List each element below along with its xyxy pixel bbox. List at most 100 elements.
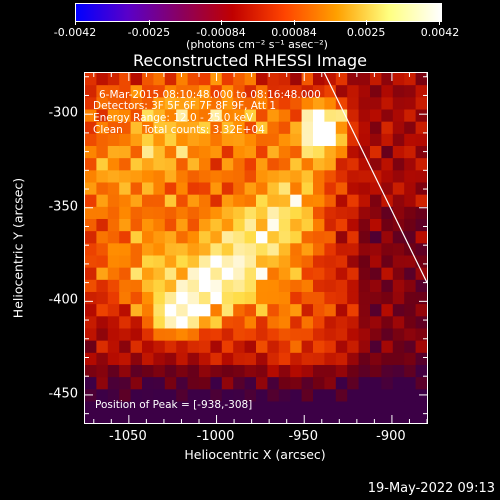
- heatmap-cell: [187, 401, 200, 415]
- heatmap-cell: [119, 194, 132, 208]
- heatmap-cell: [164, 340, 177, 354]
- heatmap-cell: [244, 352, 257, 366]
- heatmap-cell: [278, 352, 291, 366]
- heatmap-cell: [142, 352, 154, 366]
- heatmap-cell: [130, 267, 143, 281]
- heatmap-cell: [199, 413, 211, 423]
- heatmap-cell: [199, 158, 211, 171]
- heatmap-cell: [392, 73, 405, 86]
- heatmap-cell: [96, 182, 109, 196]
- heatmap-cell: [278, 218, 291, 232]
- heatmap-cell: [221, 267, 234, 281]
- heatmap-cell: [233, 133, 246, 147]
- heatmap-cell: [358, 97, 371, 111]
- heatmap-cell: [210, 85, 223, 98]
- heatmap-cell: [256, 109, 268, 123]
- heatmap-cell: [415, 145, 427, 159]
- heatmap-cell: [313, 121, 325, 135]
- heatmap-cell: [233, 182, 246, 196]
- heatmap-cell: [164, 121, 177, 135]
- heatmap-cell: [313, 401, 325, 415]
- x-tick-label: -900: [376, 429, 406, 444]
- heatmap-cell: [107, 133, 120, 147]
- heatmap-cell: [221, 279, 234, 293]
- heatmap-cell: [233, 377, 246, 390]
- heatmap-cell: [130, 243, 143, 257]
- heatmap-cell: [335, 231, 348, 244]
- heatmap-cell: [335, 243, 348, 257]
- heatmap-cell: [130, 145, 143, 159]
- heatmap-cell: [335, 389, 348, 403]
- heatmap-cell: [119, 340, 132, 354]
- heatmap-cell: [233, 291, 246, 305]
- heatmap-cell: [187, 340, 200, 354]
- heatmap-cell: [96, 231, 109, 244]
- heatmap-cell: [256, 352, 268, 366]
- heatmap-cell: [221, 291, 234, 305]
- heatmap-cell: [199, 170, 211, 184]
- heatmap-cell: [164, 194, 177, 208]
- heatmap-cell: [85, 121, 97, 135]
- heatmap-cell: [164, 170, 177, 184]
- heatmap-cell: [199, 133, 211, 147]
- heatmap-cell: [301, 279, 314, 293]
- heatmap-cell: [210, 364, 223, 378]
- heatmap-cell: [278, 145, 291, 159]
- heatmap-cell: [404, 85, 417, 98]
- heatmap-cell: [210, 97, 223, 111]
- heatmap-cell: [233, 73, 246, 86]
- heatmap-cell: [85, 182, 97, 196]
- heatmap-cell: [324, 340, 337, 354]
- heatmap-cell: [392, 194, 405, 208]
- x-tick-label: -1000: [196, 429, 235, 444]
- heatmap-cell: [130, 255, 143, 269]
- heatmap-cell: [244, 133, 257, 147]
- heatmap-cell: [176, 413, 189, 423]
- heatmap-cell: [107, 304, 120, 317]
- heatmap-cell: [153, 255, 166, 269]
- heatmap-cell: [404, 73, 417, 86]
- solar-limb-line: [323, 73, 427, 283]
- heatmap-cell: [415, 364, 427, 378]
- heatmap-cell: [199, 364, 211, 378]
- heatmap-cell: [85, 218, 97, 232]
- heatmap-cell: [313, 328, 325, 342]
- heatmap-cell: [164, 401, 177, 415]
- heatmap-cell: [267, 170, 280, 184]
- heatmap-cell: [210, 291, 223, 305]
- heatmap-cell: [301, 304, 314, 317]
- heatmap-cell: [176, 377, 189, 390]
- heatmap-cell: [164, 145, 177, 159]
- heatmap-cell: [119, 401, 132, 415]
- heatmap-cell: [278, 377, 291, 390]
- heatmap-cell: [370, 413, 382, 423]
- heatmap-cell: [187, 206, 200, 220]
- heatmap-cell: [210, 133, 223, 147]
- heatmap-cell: [244, 206, 257, 220]
- heatmap-cell: [381, 73, 394, 86]
- heatmap-cell: [278, 97, 291, 111]
- heatmap-cell: [176, 328, 189, 342]
- heatmap-cell: [415, 85, 427, 98]
- heatmap-cell: [415, 121, 427, 135]
- heatmap-cell: [290, 377, 303, 390]
- heatmap-cell: [244, 158, 257, 171]
- heatmap-cell: [370, 243, 382, 257]
- heatmap-cell: [381, 109, 394, 123]
- heatmap-cell: [107, 145, 120, 159]
- heatmap-cell: [164, 279, 177, 293]
- heatmap-cell: [415, 352, 427, 366]
- heatmap-cell: [233, 316, 246, 330]
- heatmap-cell: [164, 243, 177, 257]
- heatmap-cell: [324, 218, 337, 232]
- heatmap-cell: [392, 97, 405, 111]
- heatmap-cell: [301, 231, 314, 244]
- heatmap-cell: [142, 243, 154, 257]
- heatmap-cell: [187, 85, 200, 98]
- heatmap-cell: [301, 377, 314, 390]
- heatmap-cell: [187, 145, 200, 159]
- heatmap-cell: [130, 133, 143, 147]
- heatmap-cell: [233, 413, 246, 423]
- heatmap-cell: [199, 377, 211, 390]
- heatmap-cell: [415, 267, 427, 281]
